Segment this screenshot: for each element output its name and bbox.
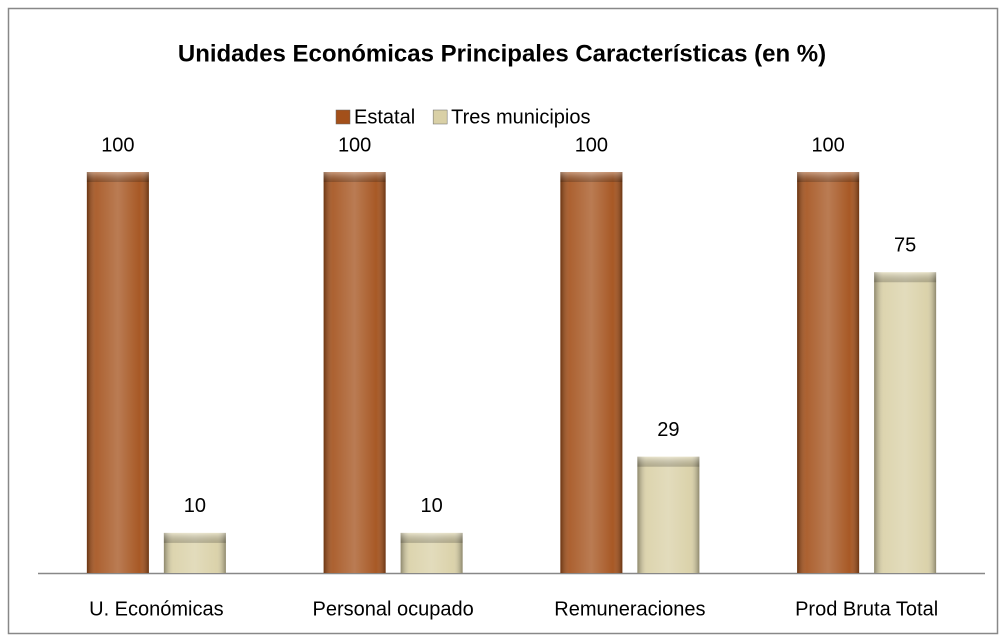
bar-shade bbox=[874, 272, 937, 573]
data-label: 100 bbox=[101, 134, 134, 156]
bar-shade bbox=[797, 172, 860, 573]
bar-cap bbox=[874, 272, 937, 283]
bar-shade bbox=[86, 172, 149, 573]
legend-label: Estatal bbox=[354, 106, 415, 128]
legend-label: Tres municipios bbox=[451, 106, 590, 128]
x-tick-label: Personal ocupado bbox=[313, 598, 474, 620]
bar-cap bbox=[163, 532, 226, 543]
bar-cap bbox=[323, 172, 386, 182]
x-tick-label: Remuneraciones bbox=[554, 598, 705, 620]
data-label: 100 bbox=[575, 134, 608, 156]
bar-cap bbox=[86, 172, 149, 182]
x-tick-label: U. Económicas bbox=[89, 598, 224, 620]
legend-swatch bbox=[432, 109, 448, 125]
bar-cap bbox=[637, 456, 700, 467]
data-label: 10 bbox=[184, 495, 206, 517]
data-label: 100 bbox=[338, 134, 371, 156]
bar-shade bbox=[637, 456, 700, 573]
bar-shade bbox=[323, 172, 386, 573]
chart-title: Unidades Económicas Principales Caracter… bbox=[178, 40, 826, 67]
bar-cap bbox=[797, 172, 860, 182]
data-label: 75 bbox=[894, 235, 916, 257]
legend-swatch bbox=[335, 109, 351, 125]
bar-cap bbox=[400, 532, 463, 543]
bar-shade bbox=[560, 172, 623, 573]
bar-cap bbox=[560, 172, 623, 182]
x-tick-label: Prod Bruta Total bbox=[795, 598, 938, 620]
data-label: 10 bbox=[421, 495, 443, 517]
data-label: 100 bbox=[811, 134, 844, 156]
data-label: 29 bbox=[657, 419, 679, 441]
